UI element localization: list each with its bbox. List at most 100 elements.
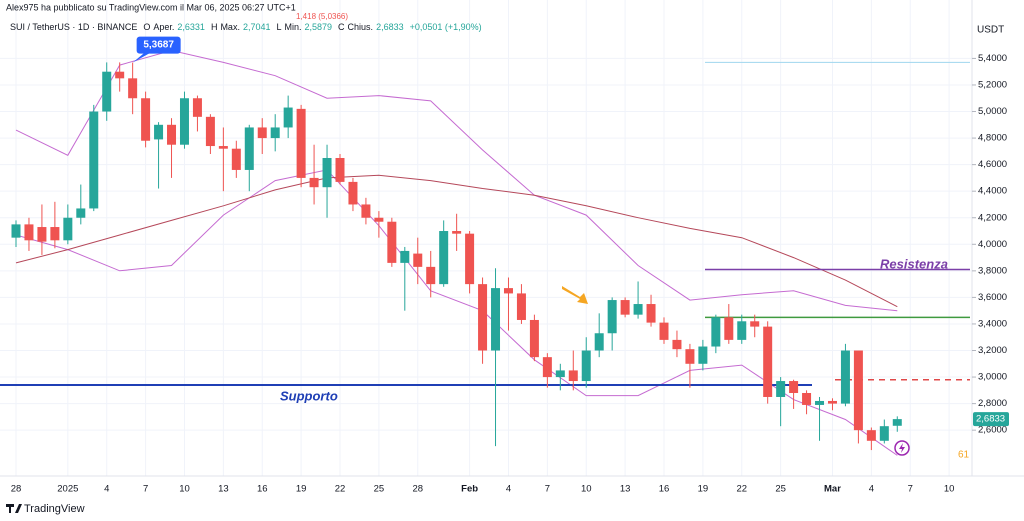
candle-body xyxy=(102,71,112,112)
header-item: +0,0501 (+1,90%) xyxy=(410,22,482,32)
header-item: 2,7041 xyxy=(243,22,271,32)
x-tick-label: 28 xyxy=(11,484,22,495)
x-tick-label: 19 xyxy=(296,484,307,495)
candle-body xyxy=(802,392,812,405)
candle-body xyxy=(737,321,747,340)
y-tick-label: 4,6000 xyxy=(978,159,1007,170)
candle-body xyxy=(542,357,552,378)
candle-body xyxy=(491,288,501,351)
x-tick-label: 22 xyxy=(736,484,747,495)
candle-body xyxy=(892,419,902,426)
x-tick-label: 7 xyxy=(143,484,148,495)
x-tick-label: 22 xyxy=(335,484,346,495)
x-tick-label: 25 xyxy=(775,484,786,495)
credit: Alex975 ha pubblicato su TradingView.com… xyxy=(6,2,296,12)
candle-body xyxy=(698,346,708,364)
last-price-tag xyxy=(973,412,1009,427)
candle-body xyxy=(685,349,695,364)
event-icon xyxy=(894,440,910,456)
candle-body xyxy=(763,326,773,397)
last-price-label: 2,6833 xyxy=(976,414,1005,425)
candle-body xyxy=(452,231,462,234)
y-tick-label: 5,2000 xyxy=(978,79,1007,90)
callout-pointer xyxy=(132,52,151,63)
y-tick-label: 3,0000 xyxy=(978,372,1007,383)
candle-body xyxy=(63,217,73,241)
level-label: Resistenza xyxy=(880,256,948,271)
candle-body xyxy=(257,127,267,139)
event-icon-bolt xyxy=(899,443,905,453)
candle-body xyxy=(776,381,786,397)
candle-body xyxy=(400,250,410,263)
candle-body xyxy=(348,181,358,205)
header-item: Min. xyxy=(285,22,302,32)
candle-body xyxy=(11,224,21,238)
x-tick-label: Feb xyxy=(461,484,478,495)
candle-body xyxy=(711,317,721,347)
x-tick-label: 7 xyxy=(908,484,913,495)
x-tick-label: 2025 xyxy=(57,484,78,495)
candle-body xyxy=(205,116,215,147)
x-tick-label: 16 xyxy=(257,484,268,495)
arrow-icon xyxy=(562,286,588,304)
candle-body xyxy=(840,350,850,404)
candle-body xyxy=(853,350,863,431)
x-tick-label: Mar xyxy=(824,484,841,495)
candle-body xyxy=(218,146,228,149)
candle-body xyxy=(283,107,293,128)
y-tick-label: 2,8000 xyxy=(978,398,1007,409)
header-item: 2,6331 xyxy=(177,22,205,32)
x-tick-label: 10 xyxy=(581,484,592,495)
candle-body xyxy=(50,227,60,241)
x-tick-label: 4 xyxy=(506,484,511,495)
candle-body xyxy=(568,370,578,382)
x-tick-label: 16 xyxy=(659,484,670,495)
candle-body xyxy=(76,208,86,218)
symbol-header: SUI / TetherUS · 1D · BINANCE O Aper. 2,633… xyxy=(10,22,482,32)
candle-body xyxy=(555,370,565,378)
x-tick-label: 4 xyxy=(869,484,874,495)
candle-body xyxy=(322,157,332,188)
x-tick-label: 10 xyxy=(179,484,190,495)
brand-logo xyxy=(6,504,22,513)
axes: 2,6000 2,8000 3,0000 3,2000 3,4000 3,6000 3,80… xyxy=(11,36,1009,495)
candle-body xyxy=(503,288,513,294)
candle-body xyxy=(374,217,384,222)
y-tick-label: 3,6000 xyxy=(978,292,1007,303)
x-tick-label: 7 xyxy=(545,484,550,495)
y-tick-label: 4,4000 xyxy=(978,186,1007,197)
candle-body xyxy=(413,253,423,267)
y-tick-label: 4,2000 xyxy=(978,212,1007,223)
candle-body xyxy=(659,322,669,340)
candle-body xyxy=(115,71,125,79)
candle-body xyxy=(879,426,889,441)
cut-text: 1,418 (5,0366) xyxy=(296,12,348,21)
y-tick-label: 4,0000 xyxy=(978,239,1007,250)
candle-body xyxy=(244,127,254,170)
candle-body xyxy=(465,233,475,285)
candle-body xyxy=(335,157,345,182)
candles xyxy=(11,62,902,451)
header-item: L xyxy=(276,22,281,32)
x-tick-label: 13 xyxy=(218,484,229,495)
header-item: SUI / TetherUS · 1D · BINANCE xyxy=(10,22,137,32)
header-item: C xyxy=(338,22,345,32)
y-tick-label: 5,0000 xyxy=(978,106,1007,117)
candle-body xyxy=(37,227,47,242)
candle-body xyxy=(179,98,189,145)
candle-body xyxy=(154,124,164,140)
y-tick-label: 3,8000 xyxy=(978,265,1007,276)
candle-body xyxy=(581,350,591,382)
y-tick-label: 2,6000 xyxy=(978,425,1007,436)
level-label: Supporto xyxy=(280,388,338,403)
header-item: Max. xyxy=(220,22,240,32)
brand: TradingView xyxy=(6,503,85,515)
candle-body xyxy=(750,321,760,327)
candle-body xyxy=(478,284,488,351)
candle-body xyxy=(789,381,799,393)
header-item: 2,6833 xyxy=(376,22,404,32)
x-tick-label: 13 xyxy=(620,484,631,495)
candle-body xyxy=(167,124,177,145)
candle-body xyxy=(827,400,837,404)
candle-body xyxy=(309,177,319,188)
